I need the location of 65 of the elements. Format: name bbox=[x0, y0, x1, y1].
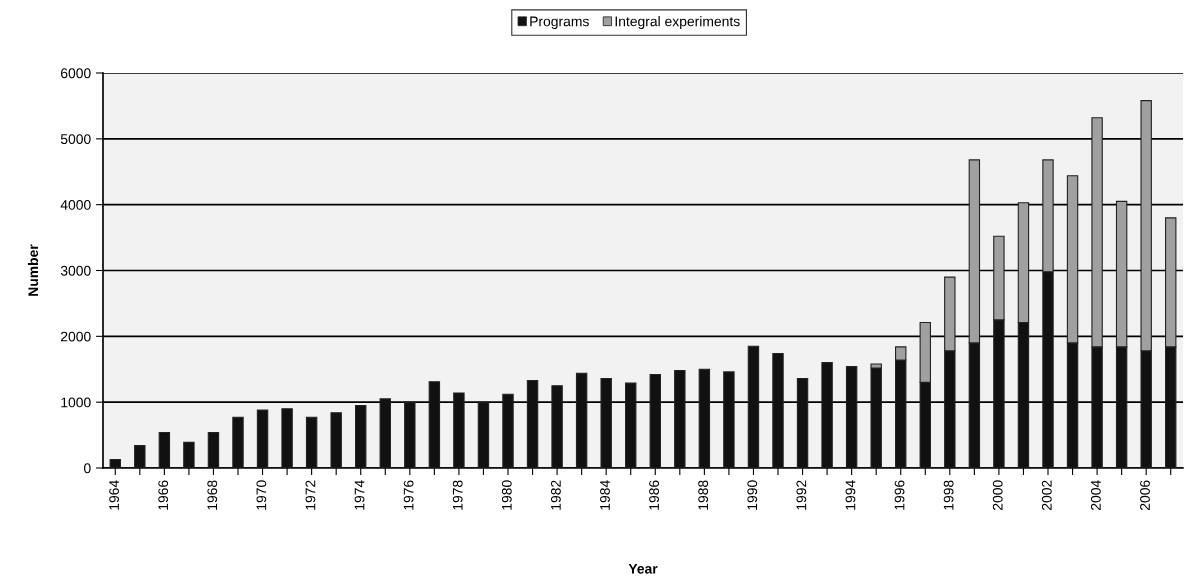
x-tick-label: 1994 bbox=[845, 480, 856, 510]
bar bbox=[502, 393, 514, 468]
bar bbox=[870, 367, 882, 468]
x-tick-label: 1988 bbox=[698, 480, 709, 510]
x-tick-label: 1998 bbox=[943, 480, 954, 510]
x-tick-label: 1992 bbox=[796, 480, 807, 510]
x-tick-label: 1972 bbox=[305, 480, 316, 510]
bar bbox=[747, 345, 760, 468]
bar bbox=[821, 362, 833, 468]
bar bbox=[649, 373, 661, 468]
x-tick-label: 1982 bbox=[550, 480, 561, 510]
bar bbox=[183, 441, 195, 468]
legend-label: Integral experiments bbox=[615, 16, 740, 30]
x-tick-label: 1980 bbox=[501, 480, 512, 510]
bar bbox=[281, 408, 293, 468]
x-tick-label: 1968 bbox=[207, 480, 218, 510]
x-tick-label: 1974 bbox=[354, 480, 365, 510]
y-axis-title: Number bbox=[27, 244, 39, 296]
x-tick-label: 1976 bbox=[403, 480, 414, 510]
bar bbox=[158, 431, 171, 468]
bar bbox=[796, 377, 809, 468]
bar bbox=[698, 368, 711, 468]
x-tick-label: 1978 bbox=[452, 480, 463, 510]
y-tick-label: 6000 bbox=[61, 68, 91, 79]
x-tick-label: 2002 bbox=[1041, 480, 1052, 510]
bar bbox=[207, 431, 220, 468]
x-tick-label: 1984 bbox=[600, 480, 610, 510]
legend-label: Programs bbox=[530, 16, 589, 30]
x-tick-label: 1986 bbox=[649, 480, 659, 510]
y-tick-label: 2000 bbox=[61, 331, 91, 342]
bar bbox=[575, 372, 588, 468]
y-tick-label: 3000 bbox=[60, 265, 91, 276]
bar bbox=[355, 404, 367, 468]
x-tick-label: 1966 bbox=[158, 480, 169, 510]
bar bbox=[600, 377, 612, 468]
bar bbox=[305, 416, 318, 468]
x-tick-label: 2000 bbox=[992, 480, 1003, 510]
y-tick-label: 1000 bbox=[61, 397, 91, 408]
bar bbox=[625, 382, 637, 468]
bar bbox=[551, 385, 563, 468]
y-tick-label: 0 bbox=[84, 463, 91, 474]
bar bbox=[428, 381, 441, 468]
bar bbox=[453, 392, 465, 468]
x-tick-label: 1996 bbox=[894, 480, 905, 510]
bar bbox=[404, 401, 416, 468]
bar bbox=[256, 409, 269, 468]
bar bbox=[330, 412, 342, 468]
x-tick-label: 2006 bbox=[1140, 480, 1150, 510]
bar bbox=[477, 401, 490, 468]
bar bbox=[772, 352, 784, 468]
x-tick-label: 1970 bbox=[256, 480, 267, 510]
x-tick-label: 2004 bbox=[1090, 480, 1101, 510]
bar bbox=[526, 379, 539, 468]
bar bbox=[134, 445, 146, 468]
bar bbox=[232, 416, 244, 468]
bar bbox=[845, 366, 858, 468]
bar bbox=[674, 370, 686, 468]
bar bbox=[379, 398, 391, 468]
x-tick-label: 1990 bbox=[747, 480, 758, 510]
bar bbox=[723, 371, 735, 468]
x-tick-label: 1964 bbox=[109, 480, 119, 510]
y-tick-label: 4000 bbox=[60, 200, 91, 210]
y-tick-label: 5000 bbox=[60, 134, 91, 144]
x-axis-title: Year bbox=[628, 563, 658, 574]
bar bbox=[109, 458, 121, 468]
